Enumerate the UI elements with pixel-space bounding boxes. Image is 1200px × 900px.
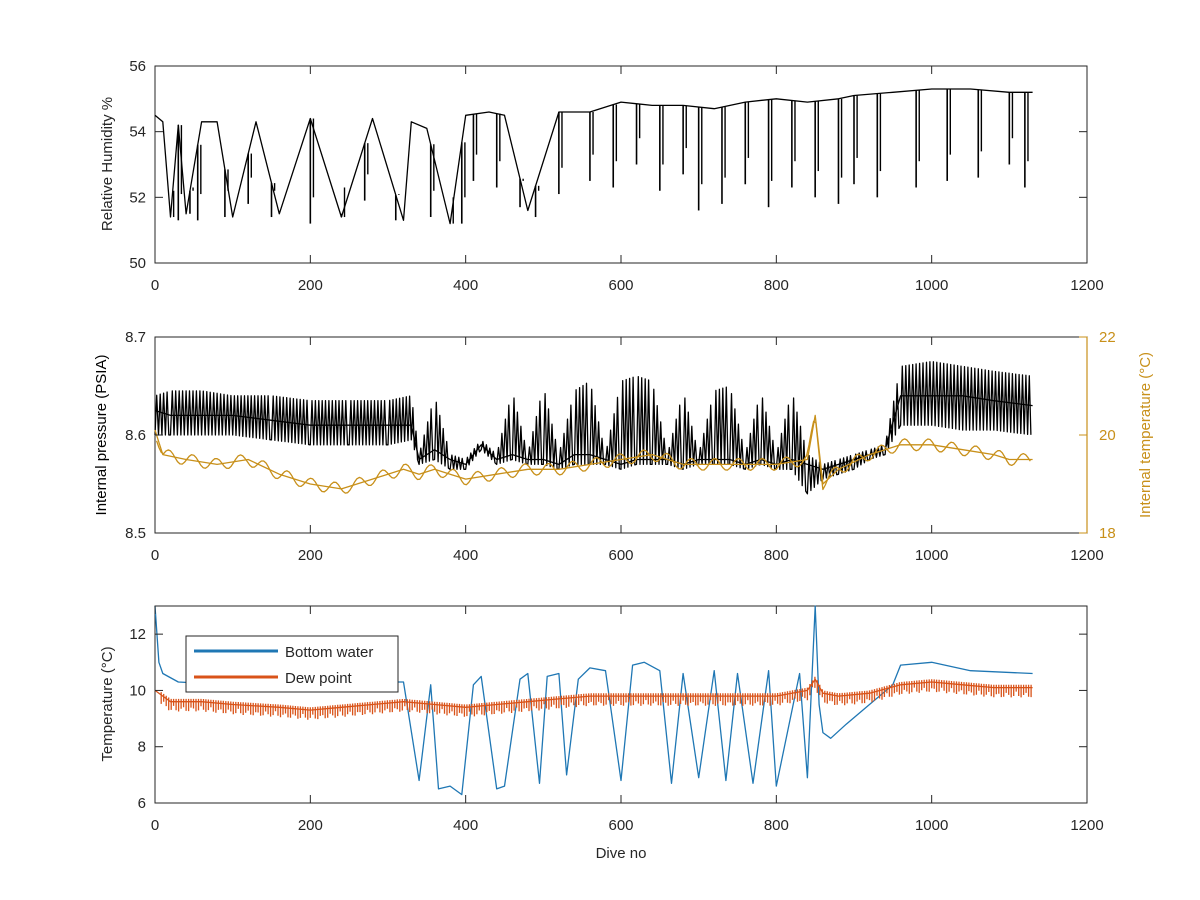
internal-temperature-y-axis-label: Internal temperature (°C) — [1137, 352, 1154, 518]
right-y-tick-label: 20 — [1099, 427, 1116, 444]
temperature-plot-area — [154, 605, 1033, 796]
x-tick-label: 800 — [764, 277, 789, 294]
x-tick-label: 600 — [608, 277, 633, 294]
temperature-panel: 0 200 400 600 800 1000 1200 6 8 10 12 Temperature… — [99, 605, 1104, 862]
dive-no-x-axis-label: Dive no — [596, 845, 647, 862]
temperature-x-ticks: 0 200 400 600 800 1000 1200 — [151, 606, 1104, 834]
pressure-x-ticks: 0 200 400 600 800 1000 1200 — [151, 337, 1104, 564]
humidity-panel: 0 200 400 600 800 1000 1200 50 52 54 56 Relative … — [99, 58, 1104, 294]
pressure-panel: 0 200 400 600 800 1000 1200 8.5 8.6 8.7 18 20 22 I… — [93, 329, 1154, 564]
humidity-y-axis-label: Relative Humidity % — [99, 97, 116, 231]
x-tick-label: 1200 — [1070, 277, 1103, 294]
y-tick-label: 12 — [129, 626, 146, 643]
series-noise-internal-temperature — [155, 420, 1031, 494]
y-tick-label: 8 — [138, 739, 146, 756]
y-tick-label: 8.5 — [125, 525, 146, 542]
y-tick-label: 6 — [138, 795, 146, 812]
y-tick-label: 52 — [129, 189, 146, 206]
pressure-y-ticks: 8.5 8.6 8.7 — [125, 329, 163, 542]
humidity-y-ticks: 50 52 54 56 — [129, 58, 1087, 272]
x-tick-label: 1000 — [915, 277, 948, 294]
series-noise-dew-point — [160, 676, 1032, 720]
pressure-plot-area — [154, 361, 1033, 495]
y-tick-label: 8.6 — [125, 427, 146, 444]
temperature-y-ticks: 6 8 10 12 — [129, 626, 1087, 812]
pressure-y-axis-label: Internal pressure (PSIA) — [93, 355, 110, 516]
x-tick-label: 200 — [298, 547, 323, 564]
x-tick-label: 200 — [298, 277, 323, 294]
x-tick-label: 0 — [151, 547, 159, 564]
x-tick-label: 400 — [453, 547, 478, 564]
right-y-tick-label: 22 — [1099, 329, 1116, 346]
humidity-plot-area — [154, 88, 1033, 225]
legend-box — [185, 635, 399, 693]
y-tick-label: 8.7 — [125, 329, 146, 346]
legend-label-dew-point: Dew point — [285, 670, 353, 687]
x-tick-label: 600 — [608, 547, 633, 564]
y-tick-label: 56 — [129, 58, 146, 75]
series-line-0 — [154, 605, 1033, 796]
x-tick-label: 400 — [453, 277, 478, 294]
x-tick-label: 400 — [453, 817, 478, 834]
y-tick-label: 50 — [129, 255, 146, 272]
x-tick-label: 600 — [608, 817, 633, 834]
right-y-tick-label: 18 — [1099, 525, 1116, 542]
series-line-0 — [154, 88, 1033, 225]
series-line-0 — [154, 395, 1033, 470]
x-tick-label: 1200 — [1070, 817, 1103, 834]
x-tick-label: 200 — [298, 817, 323, 834]
x-tick-label: 0 — [151, 817, 159, 834]
legend: Bottom water Dew point — [185, 635, 399, 693]
series-oscillation-band — [154, 361, 1032, 495]
x-tick-label: 1000 — [915, 547, 948, 564]
x-tick-label: 800 — [764, 817, 789, 834]
humidity-x-ticks: 0 200 400 600 800 1000 1200 — [151, 66, 1104, 294]
x-tick-label: 0 — [151, 277, 159, 294]
y-tick-label: 54 — [129, 124, 146, 141]
temperature-y-axis-label: Temperature (°C) — [99, 646, 116, 761]
x-tick-label: 800 — [764, 547, 789, 564]
x-tick-label: 1000 — [915, 817, 948, 834]
temperature-right-y-ticks: 18 20 22 — [1079, 329, 1116, 542]
y-tick-label: 10 — [129, 682, 146, 699]
legend-label-bottom-water: Bottom water — [285, 644, 373, 661]
x-tick-label: 1200 — [1070, 547, 1103, 564]
